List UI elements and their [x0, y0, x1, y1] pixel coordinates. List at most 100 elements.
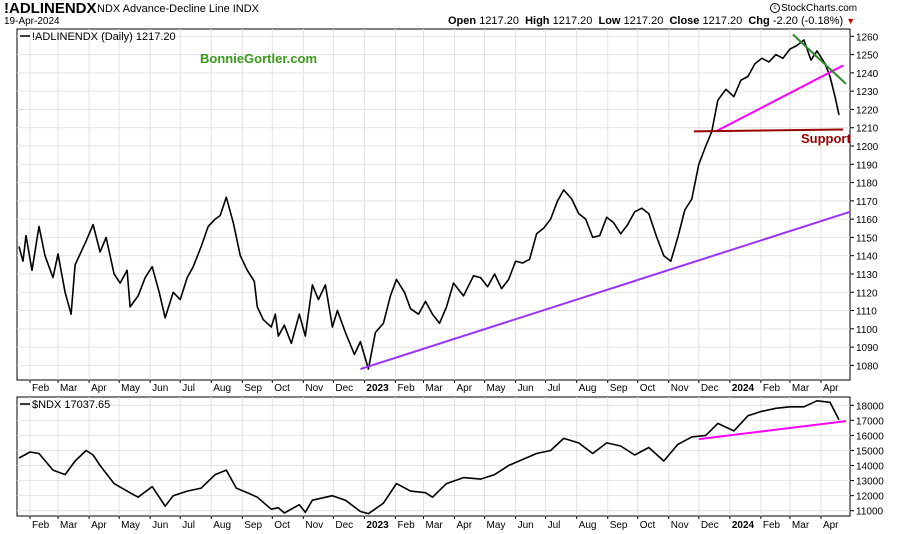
trendline-support — [693, 128, 844, 133]
chg-value: -2.20 (-0.18%) — [772, 15, 844, 27]
price-line — [18, 39, 840, 370]
x-tick-label: Jun — [152, 383, 168, 394]
x-tick-label: Mar — [60, 520, 78, 531]
x-tick-label: Nov — [305, 383, 323, 394]
high-label: High — [525, 15, 550, 27]
y-tick-label: 1240 — [856, 69, 879, 80]
x-tick-label: Apr — [91, 383, 107, 394]
y-tick-label: 1180 — [856, 179, 878, 190]
x-tick-label: Jun — [518, 520, 534, 531]
x-tick-label: May — [121, 383, 140, 394]
x-tick-label: Apr — [457, 383, 473, 394]
symbol-description: NDX Advance-Decline Line INDX — [97, 3, 260, 15]
x-tick-label: Apr — [457, 520, 473, 531]
trendline-downtrend — [792, 33, 847, 85]
open-value: 1217.20 — [479, 15, 519, 27]
x-tick-label: Apr — [823, 520, 839, 531]
y-tick-label: 1220 — [856, 105, 879, 116]
copyright-icon: c — [770, 3, 780, 14]
x-tick-label: May — [487, 383, 506, 394]
x-tick-label: Jun — [518, 383, 534, 394]
legend-label: !ADLINENDX (Daily) 1217.20 — [32, 31, 176, 43]
x-tick-label: Jun — [152, 520, 168, 531]
open-label: Open — [448, 15, 477, 27]
x-tick-label: Dec — [701, 520, 719, 531]
x-tick-label: Dec — [335, 520, 353, 531]
x-tick-label: Mar — [792, 383, 810, 394]
y-tick-label: 1230 — [856, 87, 879, 98]
x-tick-label: Aug — [213, 383, 231, 394]
low-label: Low — [598, 15, 621, 27]
x-tick-label: Feb — [763, 520, 781, 531]
y-tick-label: 1140 — [856, 252, 878, 263]
x-tick-label: Nov — [305, 520, 323, 531]
x-tick-label: Jul — [182, 520, 195, 531]
legend: $NDX 17037.65 — [20, 399, 110, 411]
down-arrow-icon: ▼ — [846, 16, 856, 26]
x-tick-label: Nov — [671, 520, 689, 531]
y-tick-label: 1130 — [856, 270, 878, 281]
y-tick-label: 1250 — [856, 51, 879, 62]
chart-panel-1: 1080 1090 1100 1110 1120 1130 1140 1150 1160 1170… — [16, 28, 879, 394]
x-tick-label: Feb — [32, 383, 50, 394]
y-tick-label: 1260 — [856, 32, 879, 43]
y-tick-label: 14000 — [856, 462, 884, 473]
y-tick-label: 1150 — [856, 233, 878, 244]
brand-label: c StockCharts.com — [770, 3, 857, 14]
x-tick-label: 2023 — [366, 383, 389, 394]
x-tick-label: Oct — [274, 520, 290, 531]
y-tick-label: 15000 — [856, 446, 884, 457]
x-tick-label: Oct — [640, 383, 656, 394]
support-annotation: Support — [801, 131, 851, 146]
x-tick-label: Jul — [548, 383, 561, 394]
low-value: 1217.20 — [623, 15, 664, 27]
x-tick-label: Aug — [213, 520, 231, 531]
y-tick-label: 1170 — [856, 197, 878, 208]
symbol-title: !ADLINENDX — [4, 0, 97, 17]
close-label: Close — [669, 15, 700, 27]
y-tick-label: 1090 — [856, 343, 879, 354]
x-tick-label: May — [121, 520, 140, 531]
x-tick-label: Feb — [397, 520, 415, 531]
x-tick-label: Feb — [397, 383, 415, 394]
price-line — [18, 399, 840, 515]
x-tick-label: Mar — [792, 520, 810, 531]
x-tick-label: Jul — [182, 383, 195, 394]
y-tick-label: 1210 — [856, 124, 879, 135]
trendline-uptrend — [698, 420, 847, 441]
x-tick-label: Dec — [335, 383, 353, 394]
plot-frame — [16, 28, 851, 381]
x-tick-label: Jul — [548, 520, 561, 531]
x-tick-label: 2024 — [732, 520, 755, 531]
x-tick-label: 2023 — [366, 520, 389, 531]
x-tick-label: Mar — [60, 383, 78, 394]
y-tick-label: 1100 — [856, 325, 878, 336]
chart-date: 19-Apr-2024 — [4, 16, 60, 27]
high-value: 1217.20 — [552, 15, 593, 27]
x-tick-label: Sep — [610, 383, 628, 394]
x-tick-label: Apr — [91, 520, 107, 531]
y-tick-label: 17000 — [856, 416, 884, 427]
y-tick-label: 16000 — [856, 431, 884, 442]
legend: !ADLINENDX (Daily) 1217.20 — [20, 31, 176, 43]
x-tick-label: Oct — [640, 520, 656, 531]
x-tick-label: Apr — [823, 383, 839, 394]
y-tick-label: 11000 — [856, 507, 884, 518]
x-tick-label: Sep — [610, 520, 628, 531]
plot-frame — [16, 396, 851, 517]
y-tick-label: 13000 — [856, 477, 884, 488]
x-tick-label: Nov — [671, 383, 689, 394]
x-tick-label: May — [487, 520, 506, 531]
legend-label: $NDX 17037.65 — [32, 399, 110, 411]
x-tick-label: Aug — [579, 520, 597, 531]
x-tick-label: Sep — [244, 520, 262, 531]
x-tick-label: Mar — [425, 383, 443, 394]
y-tick-label: 18000 — [856, 401, 884, 412]
x-tick-label: Mar — [425, 520, 443, 531]
y-tick-label: 1160 — [856, 215, 878, 226]
y-tick-label: 12000 — [856, 492, 884, 503]
y-tick-label: 1120 — [856, 288, 878, 299]
chart-panel-2: 11000 12000 13000 14000 15000 16000 17000 18000… — [16, 396, 884, 531]
x-tick-label: Feb — [763, 383, 781, 394]
